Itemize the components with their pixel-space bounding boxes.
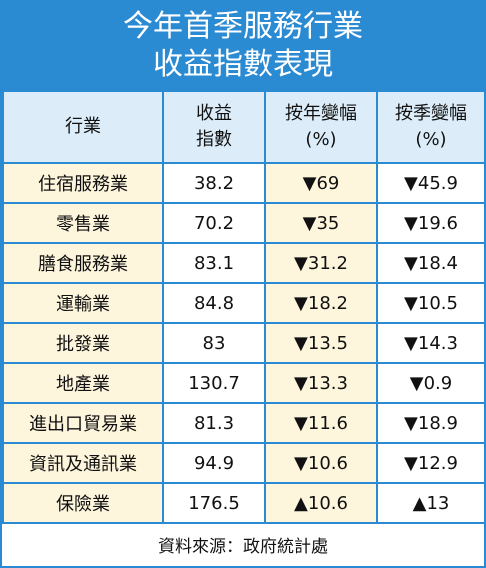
table-cell: 批發業 [2,322,164,364]
table-row: 住宿服務業 38.2 ▼69 ▼45.9 [2,162,484,204]
table-cell: 進出口貿易業 [2,402,164,444]
table-cell: 住宿服務業 [2,162,164,204]
table-cell: ▼19.6 [376,202,484,244]
header-row: 行業 收益 指數 按年變幅 (%) 按季變幅 (%) [2,90,484,164]
table-cell: 81.3 [162,402,266,444]
table-cell: ▼18.4 [376,242,484,284]
table-cell: ▼18.9 [376,402,484,444]
table-cell: ▼14.3 [376,322,484,364]
table-cell: 膳食服務業 [2,242,164,284]
table-cell: ▼10.6 [264,442,378,484]
table-cell: 零售業 [2,202,164,244]
table-cell: ▼11.6 [264,402,378,444]
table-cell: 83 [162,322,266,364]
table-cell: 資訊及通訊業 [2,442,164,484]
table-cell: 84.8 [162,282,266,324]
column-header-line: 按季變幅 [395,103,467,124]
table-cell: ▼31.2 [264,242,378,284]
table-cell: 83.1 [162,242,266,284]
table-row: 進出口貿易業 81.3 ▼11.6 ▼18.9 [2,402,484,444]
source-note: 資料來源：政府統計處 [158,536,328,557]
table-row: 批發業 83 ▼13.5 ▼14.3 [2,322,484,364]
table-cell: ▼0.9 [376,362,484,404]
table-cell: ▼10.5 [376,282,484,324]
column-header-line: 行業 [65,116,101,137]
column-header-line: (%) [415,129,447,150]
table-body: 住宿服務業 38.2 ▼69 ▼45.9 零售業 70.2 ▼35 ▼19.6 膳食服務業 83.… [2,162,484,524]
table-cell: ▲13 [376,482,484,524]
table-row: 保險業 176.5 ▲10.6 ▲13 [2,482,484,524]
table-cell: 運輸業 [2,282,164,324]
column-header: 行業 [2,90,164,164]
table-cell: 176.5 [162,482,266,524]
title-line: 收益指數表現 [153,47,333,82]
column-header-line: 收益 [196,103,232,124]
title-line: 今年首季服務行業 [123,9,363,44]
table-row: 資訊及通訊業 94.9 ▼10.6 ▼12.9 [2,442,484,484]
table-row: 地產業 130.7 ▼13.3 ▼0.9 [2,362,484,404]
table-cell: 38.2 [162,162,266,204]
title-band: 今年首季服務行業 收益指數表現 [2,2,484,90]
column-header: 按季變幅 (%) [376,90,484,164]
table-cell: ▼13.3 [264,362,378,404]
column-header-line: 指數 [196,129,232,150]
table-row: 零售業 70.2 ▼35 ▼19.6 [2,202,484,244]
table-cell: 130.7 [162,362,266,404]
column-header-line: (%) [305,129,337,150]
table-cell: ▼45.9 [376,162,484,204]
table-cell: 保險業 [2,482,164,524]
table-cell: ▼18.2 [264,282,378,324]
column-header: 收益 指數 [162,90,266,164]
column-header-line: 按年變幅 [285,103,357,124]
table-cell: 94.9 [162,442,266,484]
table-cell: ▼35 [264,202,378,244]
table-cell: ▲10.6 [264,482,378,524]
table-cell: 地產業 [2,362,164,404]
table-cell: 70.2 [162,202,266,244]
table: 行業 收益 指數 按年變幅 (%) 按季變幅 (%) 住宿服務業 38.2 ▼69 ▼45.9 零售… [2,90,484,524]
table-row: 運輸業 84.8 ▼18.2 ▼10.5 [2,282,484,324]
table-cell: ▼69 [264,162,378,204]
column-header: 按年變幅 (%) [264,90,378,164]
table-row: 膳食服務業 83.1 ▼31.2 ▼18.4 [2,242,484,284]
table-cell: ▼12.9 [376,442,484,484]
table-cell: ▼13.5 [264,322,378,364]
